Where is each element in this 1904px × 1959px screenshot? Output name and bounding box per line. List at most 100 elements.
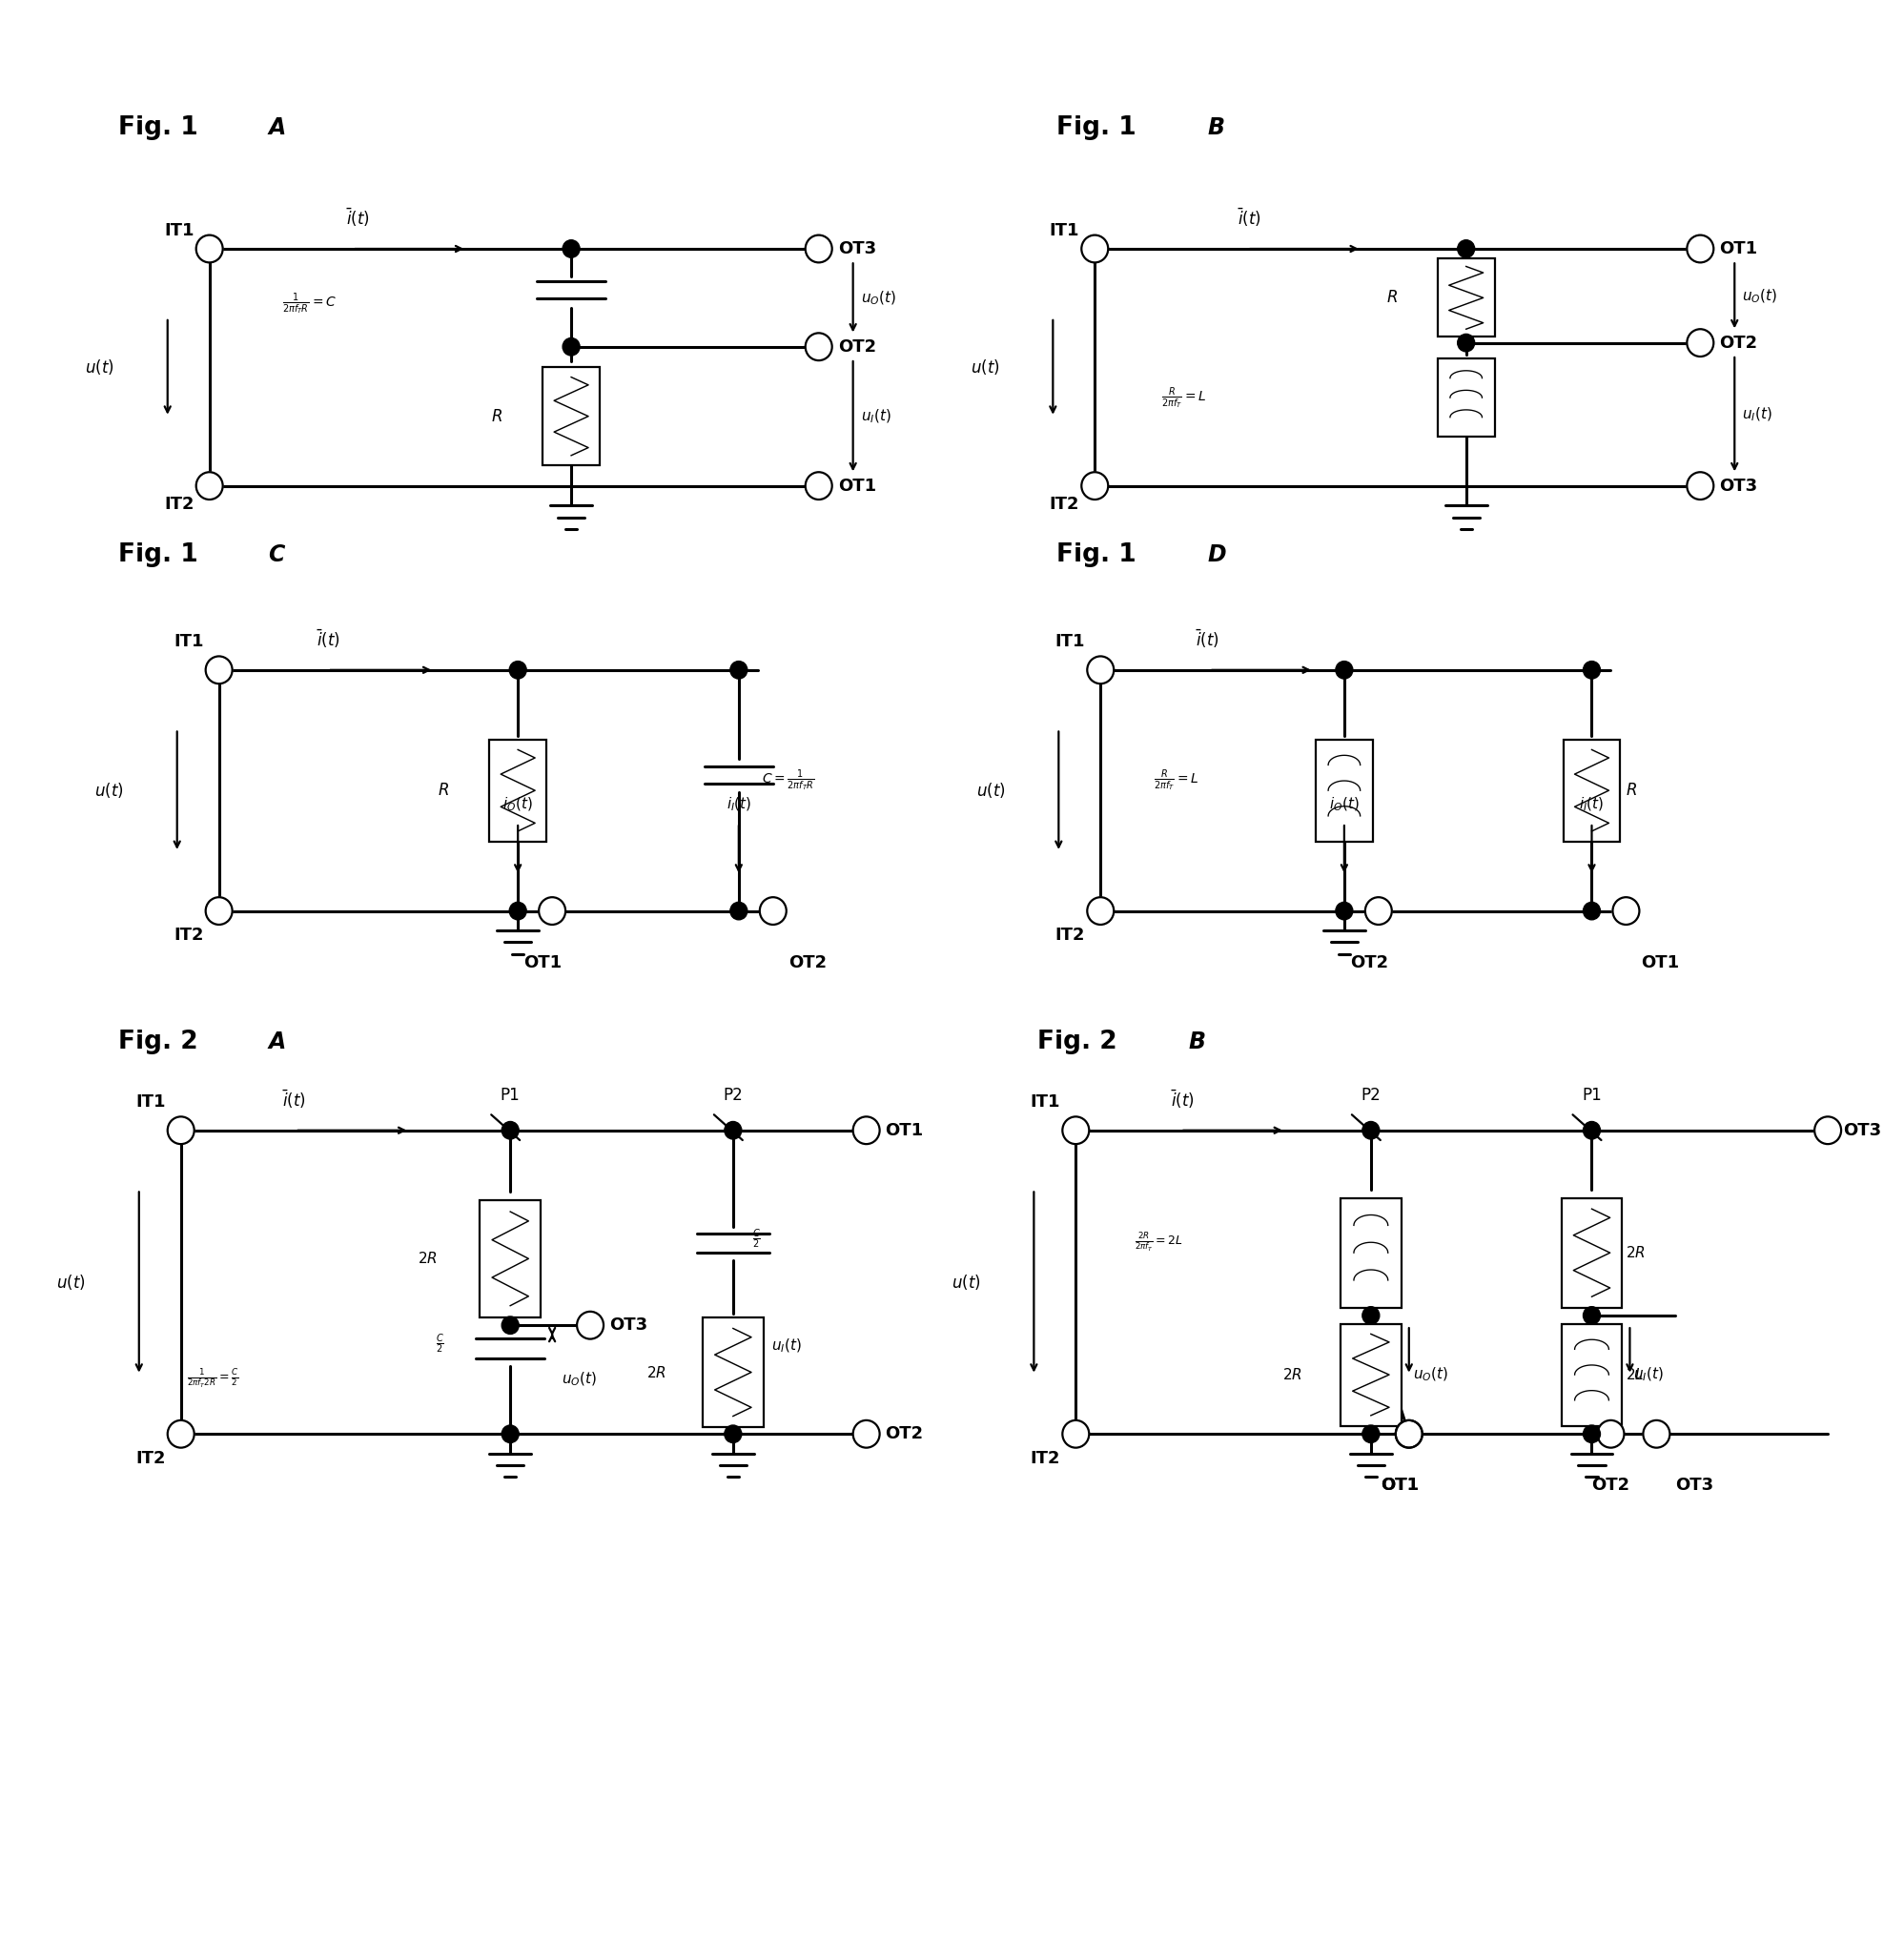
Circle shape [1457,333,1474,351]
Text: Fig. 1: Fig. 1 [118,543,198,566]
Bar [1438,259,1495,337]
Circle shape [1687,472,1714,500]
Circle shape [1582,901,1599,919]
Circle shape [1582,662,1599,678]
Text: OT3: OT3 [1843,1123,1881,1138]
Circle shape [1396,1420,1422,1448]
Circle shape [1687,329,1714,357]
Bar [703,1316,764,1426]
Bar [1438,358,1495,437]
Text: $R$: $R$ [491,407,503,425]
Circle shape [196,235,223,263]
Text: IT2: IT2 [173,927,204,944]
Text: Fig. 2: Fig. 2 [118,1030,198,1054]
Text: $u_O(t)$: $u_O(t)$ [861,290,897,306]
Circle shape [1582,1307,1599,1324]
Text: OT3: OT3 [1719,478,1757,494]
Circle shape [1361,1426,1378,1442]
Circle shape [1643,1420,1670,1448]
Text: $C=\frac{1}{2\pi f_T R}$: $C=\frac{1}{2\pi f_T R}$ [762,768,815,793]
Text: $u(t)$: $u(t)$ [86,358,114,376]
Text: $2R$: $2R$ [647,1365,666,1379]
Text: P1: P1 [501,1087,520,1103]
Text: $u_O(t)$: $u_O(t)$ [1742,288,1778,304]
Text: IT2: IT2 [1049,496,1080,513]
Bar [489,739,546,842]
Text: $\frac{1}{2\pi f_T 2R}=\frac{C}{2}$: $\frac{1}{2\pi f_T 2R}=\frac{C}{2}$ [187,1367,238,1391]
Bar [480,1199,541,1316]
Circle shape [853,1117,880,1144]
Circle shape [1457,239,1474,257]
Text: $\frac{2R}{2\pi f_T}=2L$: $\frac{2R}{2\pi f_T}=2L$ [1135,1232,1184,1254]
Circle shape [1062,1117,1089,1144]
Circle shape [206,897,232,925]
Text: IT1: IT1 [135,1093,166,1111]
Circle shape [1087,656,1114,684]
Text: B: B [1207,116,1224,139]
Circle shape [503,1426,518,1442]
Bar [543,368,600,464]
Text: OT2: OT2 [1719,335,1757,351]
Text: IT1: IT1 [173,633,204,650]
Text: $2R$: $2R$ [1283,1367,1302,1383]
Text: $2R$: $2R$ [1626,1246,1645,1260]
Text: Fig. 1: Fig. 1 [118,116,198,139]
Text: OT3: OT3 [1676,1477,1714,1495]
Text: OT1: OT1 [885,1123,923,1138]
Text: OT1: OT1 [1719,241,1757,257]
Circle shape [564,339,579,357]
Circle shape [805,472,832,500]
Text: $\bar{i}(t)$: $\bar{i}(t)$ [1238,206,1260,229]
Text: IT1: IT1 [164,221,194,239]
Circle shape [1365,897,1392,925]
Text: IT1: IT1 [1055,633,1085,650]
Circle shape [564,239,579,257]
Circle shape [1335,901,1352,919]
Text: IT2: IT2 [1055,927,1085,944]
Text: OT2: OT2 [1592,1477,1630,1495]
Circle shape [539,897,565,925]
Circle shape [1081,472,1108,500]
Circle shape [503,1316,518,1334]
Text: OT2: OT2 [1350,954,1388,972]
Text: $i_O(t)$: $i_O(t)$ [1329,795,1359,813]
Circle shape [1062,1420,1089,1448]
Circle shape [1361,1307,1378,1324]
Text: A: A [268,116,286,139]
Text: $i_O(t)$: $i_O(t)$ [503,795,533,813]
Bar [1561,1197,1622,1309]
Text: Fig. 1: Fig. 1 [1057,116,1137,139]
Circle shape [196,472,223,500]
Circle shape [1361,1121,1378,1138]
Bar [1340,1197,1401,1309]
Text: $\bar{i}(t)$: $\bar{i}(t)$ [282,1087,305,1111]
Text: P1: P1 [1582,1087,1601,1103]
Text: $R$: $R$ [1626,782,1637,799]
Circle shape [577,1313,604,1340]
Text: $u(t)$: $u(t)$ [977,782,1005,799]
Text: IT2: IT2 [1030,1450,1061,1467]
Circle shape [729,901,746,919]
Text: $\frac{R}{2\pi f_T}=L$: $\frac{R}{2\pi f_T}=L$ [1161,384,1207,411]
Circle shape [503,1121,518,1138]
Circle shape [853,1420,880,1448]
Circle shape [1597,1420,1624,1448]
Text: $u(t)$: $u(t)$ [57,1273,86,1291]
Text: $\frac{1}{2\pi f_T R}=C$: $\frac{1}{2\pi f_T R}=C$ [282,290,337,317]
Text: OT1: OT1 [1380,1477,1418,1495]
Text: $2L$: $2L$ [1626,1367,1645,1383]
Circle shape [724,1426,743,1442]
Circle shape [510,901,527,919]
Text: $u(t)$: $u(t)$ [971,358,1000,376]
Circle shape [805,333,832,360]
Text: $\bar{i}(t)$: $\bar{i}(t)$ [316,627,339,650]
Circle shape [1613,897,1639,925]
Circle shape [206,656,232,684]
Circle shape [760,897,786,925]
Text: OT3: OT3 [838,241,876,257]
Circle shape [1335,662,1352,678]
Text: $u_O(t)$: $u_O(t)$ [1413,1365,1449,1383]
Circle shape [724,1121,743,1138]
Circle shape [729,662,746,678]
Text: $u_I(t)$: $u_I(t)$ [861,407,891,425]
